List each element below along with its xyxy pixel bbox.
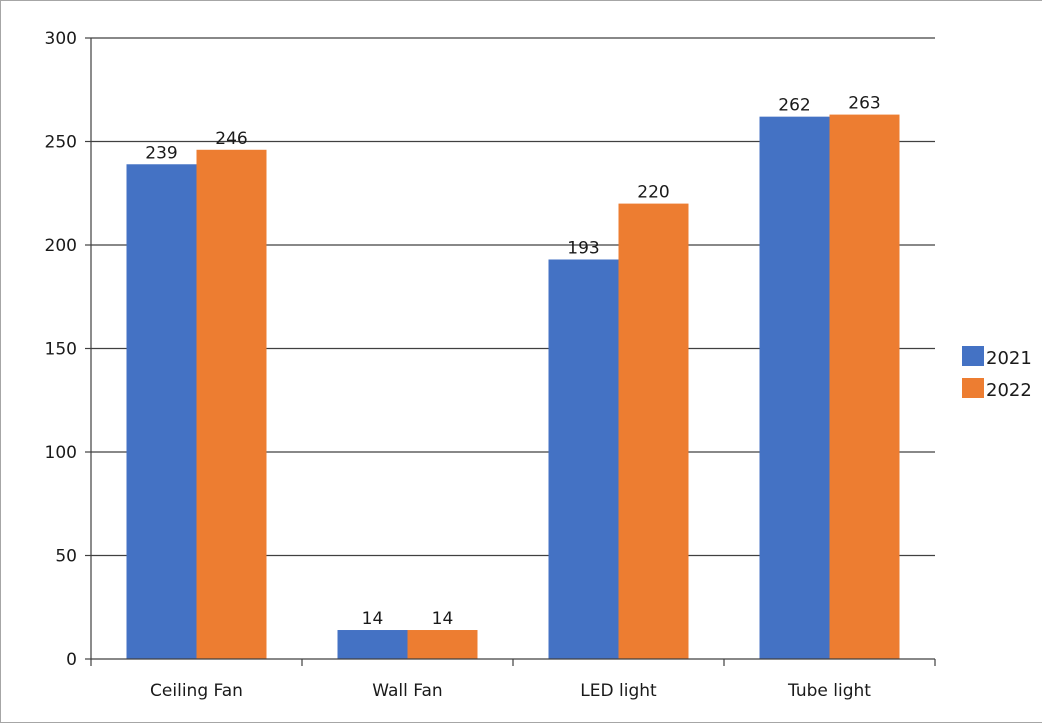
y-tick-label-150: 150 — [45, 340, 77, 360]
x-tick-label-led-light: LED light — [580, 681, 657, 701]
x-tick-label-ceiling-fan: Ceiling Fan — [150, 681, 243, 701]
data-labels: 239 246 14 14 193 220 262 263 — [145, 94, 880, 629]
x-tick-label-tube-light: Tube light — [787, 681, 871, 701]
y-tick-label-300: 300 — [45, 29, 77, 49]
bar-2021-led-light — [548, 259, 619, 659]
data-label-2022-wall-fan: 14 — [432, 609, 454, 629]
data-label-2021-wall-fan: 14 — [362, 609, 384, 629]
data-label-2021-ceiling-fan: 239 — [145, 143, 177, 163]
data-label-2022-led-light: 220 — [637, 183, 669, 203]
legend-swatch-2022 — [962, 378, 984, 398]
y-tick-label-250: 250 — [45, 133, 77, 153]
legend-label-2022: 2022 — [986, 380, 1032, 401]
data-label-2022-ceiling-fan: 246 — [215, 129, 247, 149]
bar-2022-led-light — [618, 203, 689, 659]
axes: 0 50 100 150 200 250 300 Ceiling Fan Wall Fan LED… — [45, 29, 936, 701]
legend-label-2021: 2021 — [986, 348, 1032, 369]
y-tick-label-0: 0 — [66, 650, 77, 670]
data-label-2022-tube-light: 263 — [848, 94, 880, 114]
bar-2021-wall-fan — [337, 630, 408, 659]
bar-2022-ceiling-fan — [196, 149, 267, 659]
y-tick-label-50: 50 — [55, 547, 77, 567]
bars — [126, 114, 900, 660]
data-label-2021-led-light: 193 — [567, 238, 599, 258]
bar-2021-ceiling-fan — [126, 164, 197, 659]
bar-2022-tube-light — [829, 114, 900, 660]
legend-swatch-2021 — [962, 346, 984, 366]
legend: 2021 2022 — [962, 346, 1032, 401]
bar-2021-tube-light — [759, 116, 830, 659]
data-label-2021-tube-light: 262 — [778, 96, 810, 116]
y-tick-label-100: 100 — [45, 443, 77, 463]
bar-2022-wall-fan — [407, 630, 478, 659]
y-tick-label-200: 200 — [45, 236, 77, 256]
x-tick-label-wall-fan: Wall Fan — [372, 681, 442, 701]
